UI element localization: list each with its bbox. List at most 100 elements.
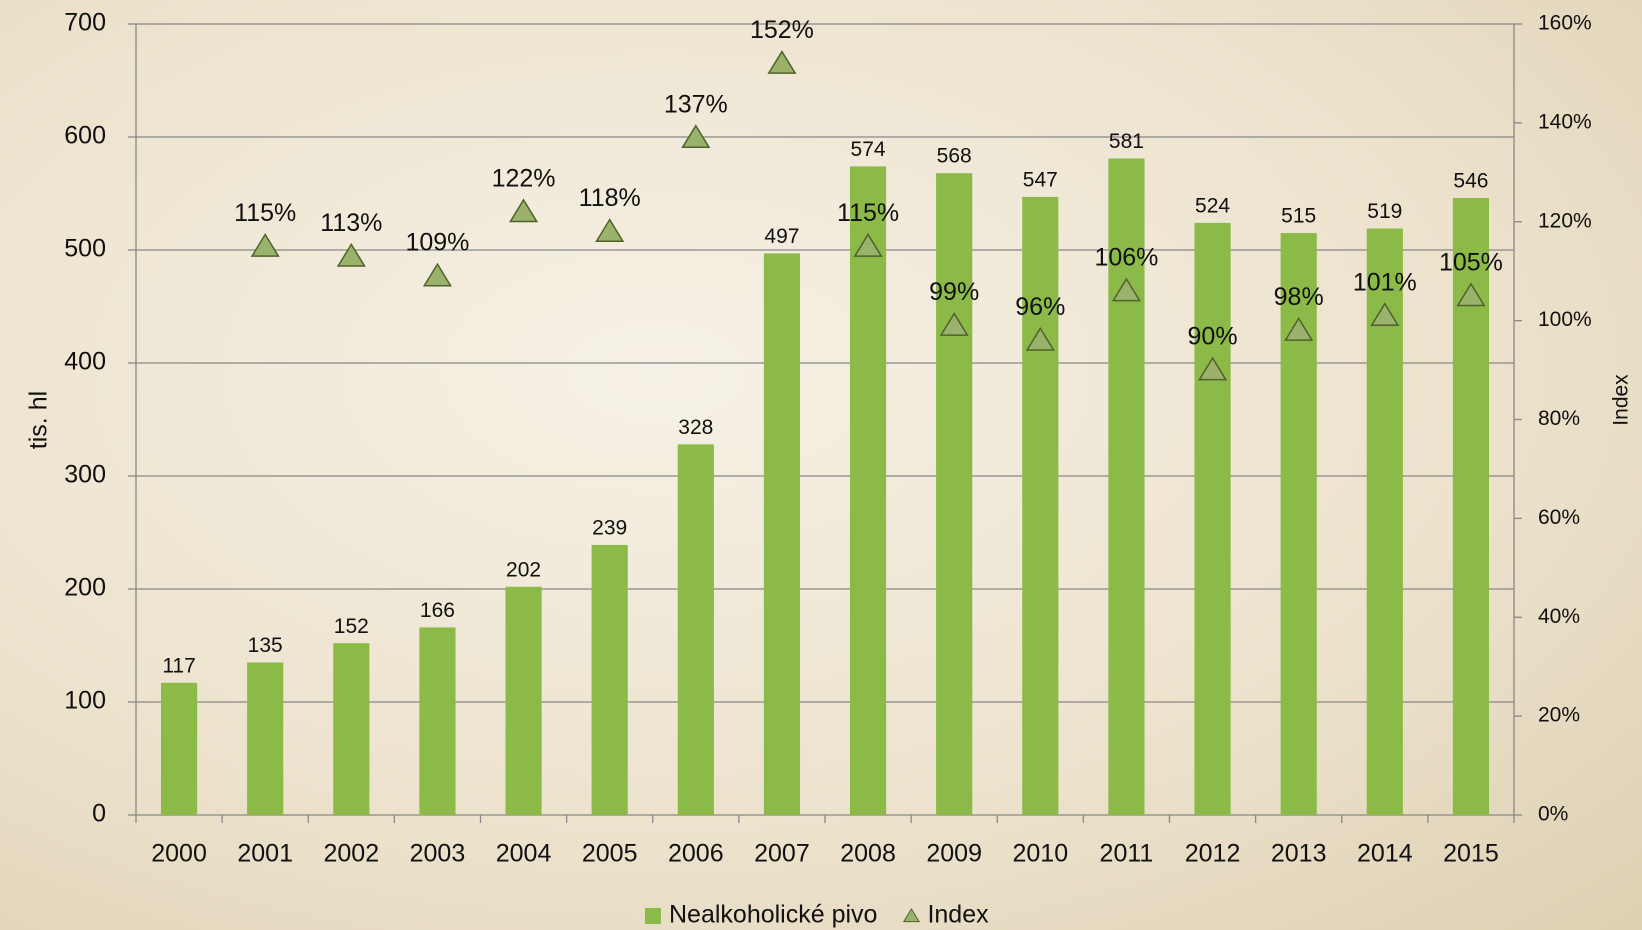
data-label: 581 [1109, 130, 1144, 153]
x-tick-label: 2008 [840, 840, 896, 868]
bar [1194, 222, 1231, 815]
y2-tick-label: 160% [1538, 12, 1592, 35]
index-marker [1111, 277, 1141, 302]
index-marker [509, 198, 539, 223]
x-tick-label: 2000 [151, 840, 207, 868]
x-tick-label: 2014 [1357, 840, 1413, 868]
bar [1022, 196, 1059, 815]
data-label: 99% [929, 278, 979, 306]
data-label: 519 [1367, 200, 1402, 223]
x-tick-label: 2004 [496, 840, 552, 868]
legend-label: Nealkoholické pivo [669, 901, 877, 929]
x-tick-label: 2001 [237, 840, 293, 868]
data-label: 152% [750, 16, 814, 44]
y-tick-label: 400 [64, 348, 106, 376]
data-label: 115% [837, 199, 899, 227]
bar [160, 682, 198, 815]
data-label: 524 [1195, 194, 1230, 217]
data-label: 515 [1281, 205, 1316, 228]
bar [591, 544, 628, 815]
data-label: 202 [506, 558, 541, 581]
data-label: 109% [405, 229, 469, 257]
y2-tick-label: 20% [1538, 704, 1580, 727]
index-marker [767, 50, 797, 74]
bar [1108, 158, 1145, 816]
data-label: 98% [1274, 283, 1324, 311]
bar [1366, 228, 1403, 815]
x-tick-label: 2011 [1100, 840, 1154, 868]
x-tick-label: 2012 [1185, 840, 1241, 868]
bar [849, 166, 887, 815]
data-label: 117 [162, 654, 195, 677]
x-tick-label: 2009 [926, 840, 982, 868]
bar [677, 444, 714, 815]
y-tick-label: 700 [64, 9, 106, 37]
index-marker [1025, 326, 1055, 351]
y-tick-label: 600 [64, 122, 106, 150]
index-marker [1370, 302, 1400, 327]
y-tick-label: 200 [64, 574, 106, 602]
legend-label: Index [927, 901, 989, 929]
y-axis-title: tis. hl [25, 391, 53, 449]
data-label: 113% [320, 209, 382, 237]
data-label: 328 [678, 416, 713, 439]
bar [763, 253, 801, 815]
index-marker [595, 218, 625, 242]
data-label: 106% [1094, 244, 1158, 272]
data-label: 574 [851, 138, 886, 161]
data-label: 115% [234, 199, 296, 227]
bar [333, 643, 370, 815]
bar [247, 662, 284, 815]
y2-tick-label: 100% [1538, 308, 1592, 331]
x-tick-label: 2006 [668, 840, 724, 868]
data-label: 101% [1353, 268, 1417, 296]
index-marker [1456, 282, 1486, 307]
x-tick-label: 2005 [582, 840, 638, 868]
index-marker [853, 233, 883, 257]
data-label: 547 [1023, 168, 1058, 191]
index-marker [681, 124, 711, 149]
data-label: 96% [1015, 293, 1065, 321]
y-tick-label: 300 [64, 461, 106, 489]
data-label: 118% [579, 184, 641, 212]
index-marker [422, 262, 452, 287]
index-marker [336, 242, 366, 267]
index-marker [939, 312, 969, 336]
y2-tick-label: 80% [1538, 407, 1580, 430]
legend-icon [902, 908, 921, 923]
y-tick-label: 500 [64, 235, 106, 263]
y-tick-label: 100 [64, 687, 106, 715]
index-marker [1198, 356, 1228, 381]
data-label: 166 [420, 599, 455, 622]
y2-tick-label: 0% [1538, 803, 1568, 826]
index-marker [250, 233, 280, 257]
x-tick-label: 2002 [324, 840, 380, 868]
data-label: 137% [664, 90, 728, 118]
bar [505, 586, 542, 815]
data-label: 497 [764, 225, 799, 248]
x-tick-label: 2007 [754, 840, 810, 868]
x-tick-label: 2010 [1013, 840, 1069, 868]
data-label: 239 [592, 516, 627, 539]
legend-icon [645, 908, 661, 924]
bar [936, 173, 973, 815]
data-label: 122% [492, 164, 556, 192]
x-tick-label: 2015 [1443, 840, 1499, 868]
index-marker [1284, 317, 1314, 341]
y2-tick-label: 40% [1538, 605, 1580, 628]
y2-axis-title: Index [1610, 374, 1633, 426]
y2-tick-label: 140% [1538, 110, 1592, 133]
data-label: 546 [1453, 170, 1488, 193]
data-label: 90% [1188, 323, 1238, 351]
y-tick-label: 0 [92, 800, 106, 828]
y2-tick-label: 120% [1538, 209, 1592, 232]
y2-tick-label: 60% [1538, 506, 1580, 529]
data-label: 135 [248, 634, 283, 657]
data-label: 568 [937, 145, 972, 168]
bar [419, 627, 456, 815]
data-label: 105% [1439, 249, 1503, 277]
x-tick-label: 2003 [410, 840, 466, 868]
x-tick-label: 2013 [1271, 840, 1327, 868]
data-label: 152 [334, 615, 369, 638]
